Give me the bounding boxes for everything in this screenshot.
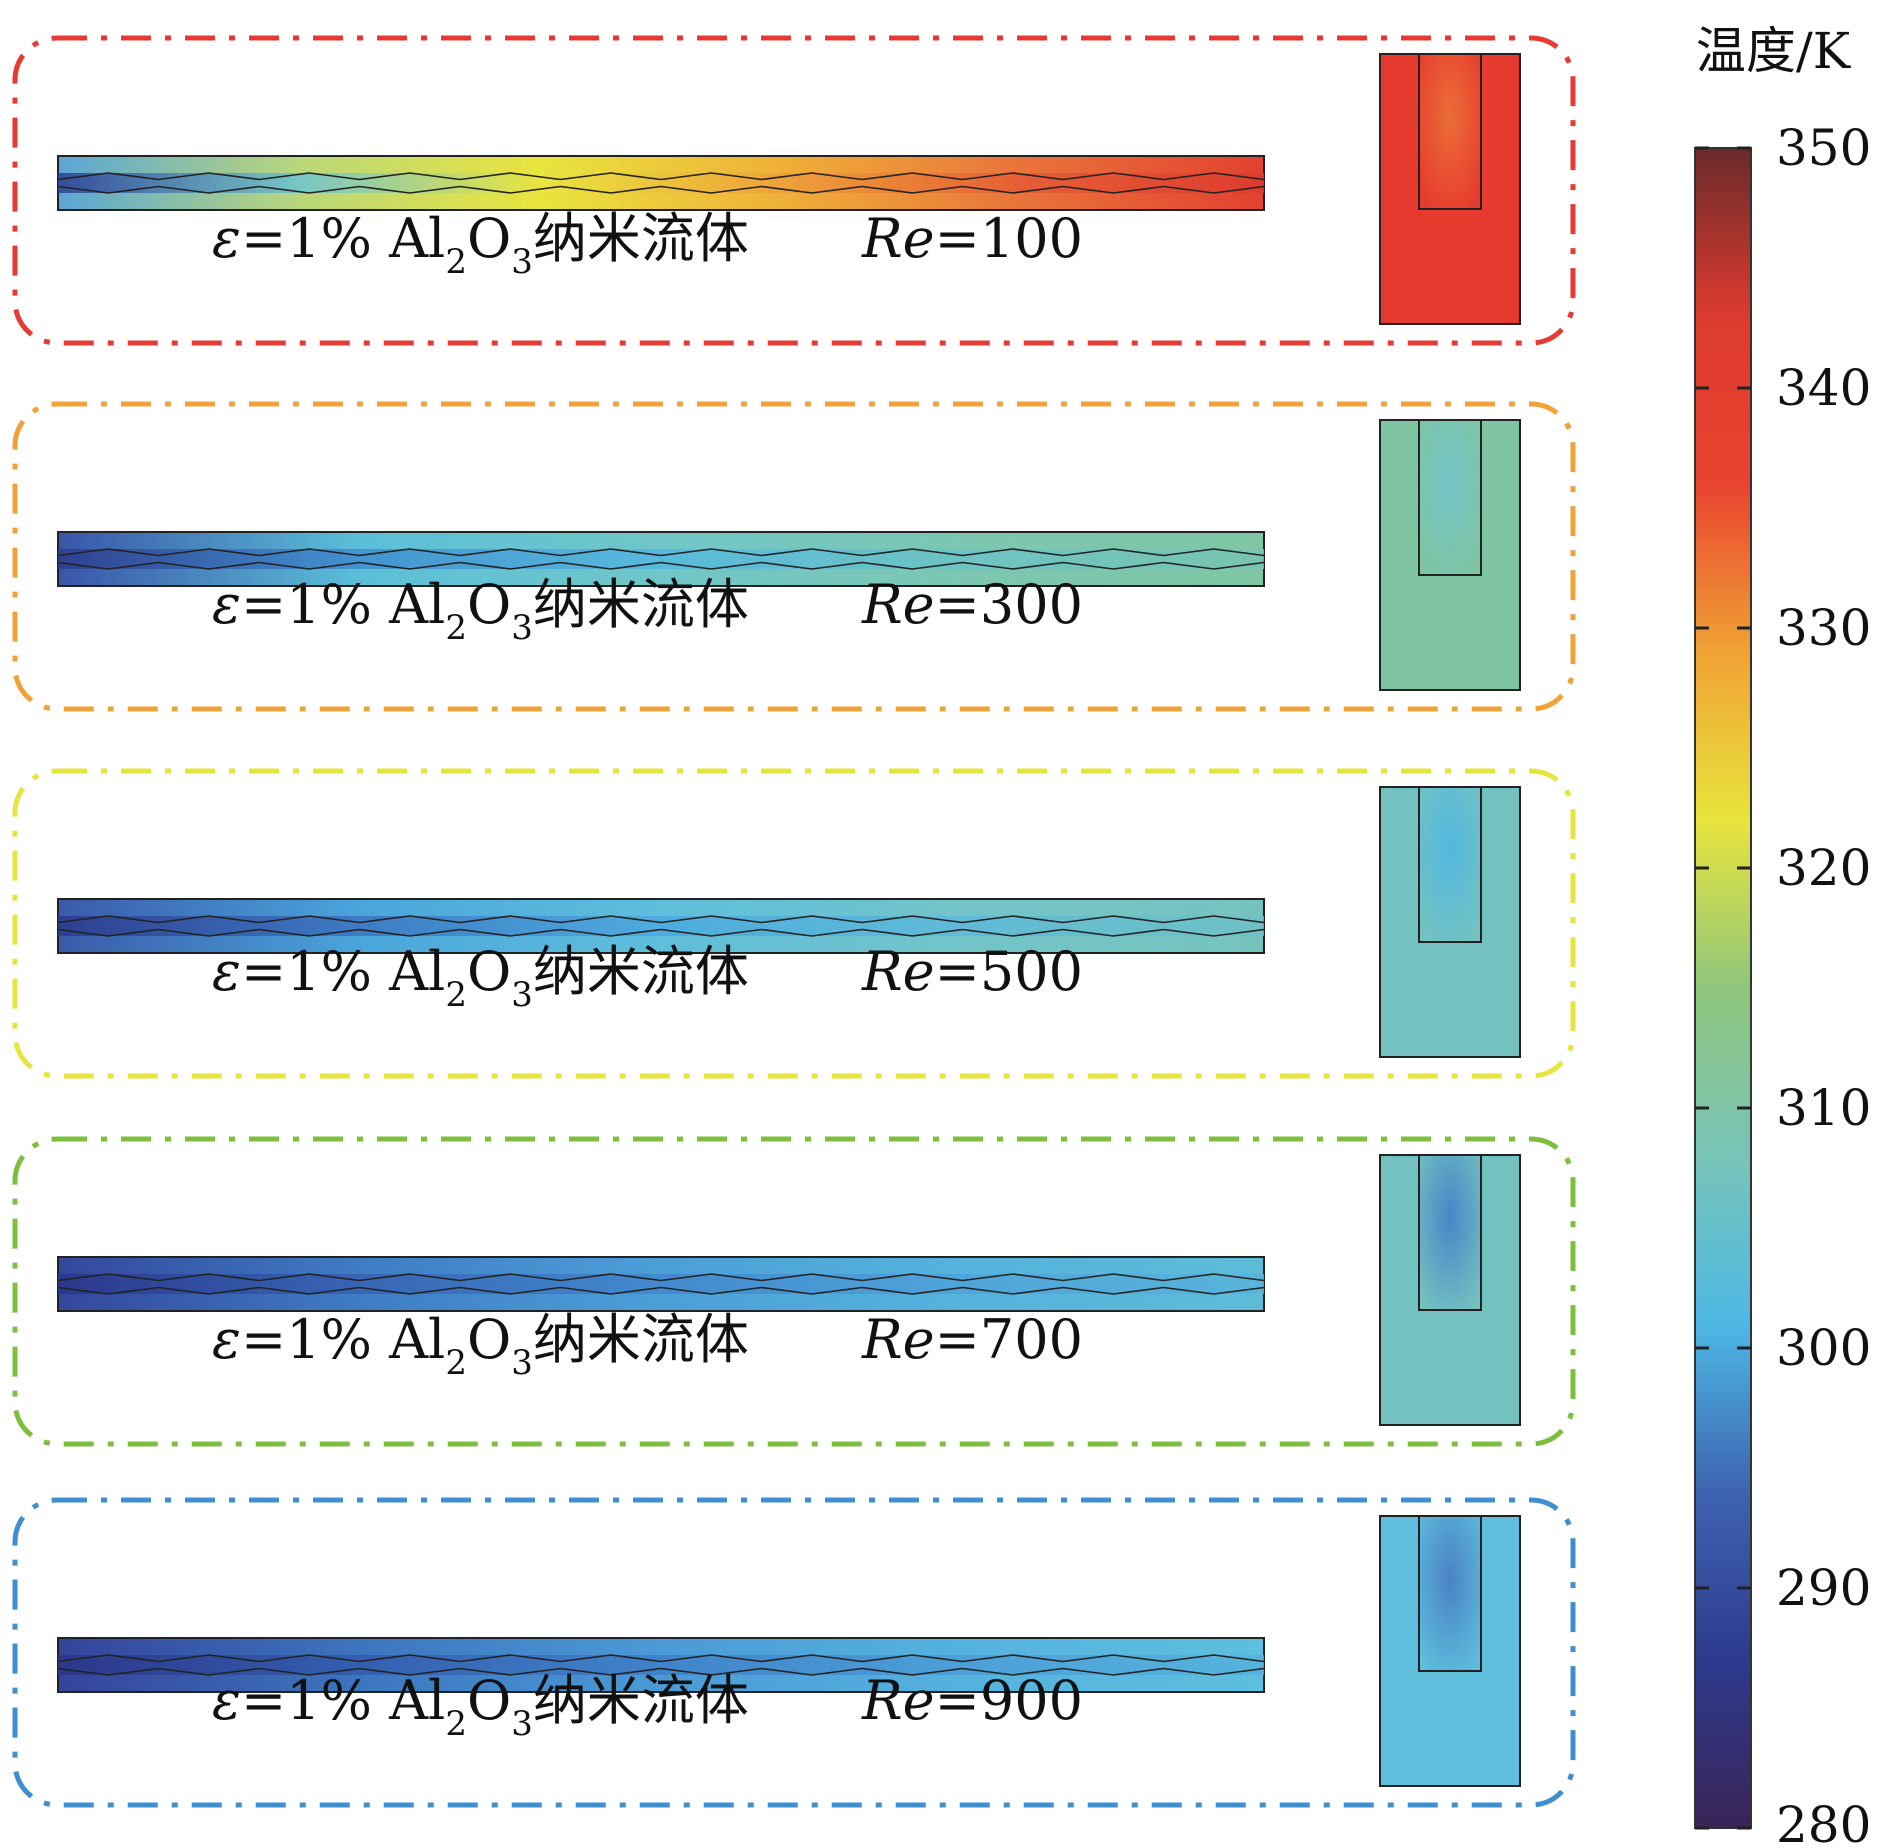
panel-re300: ε=1% Al2O3纳米流体 Re=300 [12, 401, 1576, 712]
channel-wall-upper [57, 548, 1265, 557]
case-label: ε=1% Al2O3纳米流体 [212, 1669, 749, 1744]
heatsink-channel-section [1418, 1154, 1482, 1311]
channel-wall-lower [57, 185, 1265, 194]
case-label: ε=1% Al2O3纳米流体 [212, 940, 749, 1015]
panel-frame [12, 35, 1576, 346]
channel-wall-upper [57, 172, 1265, 181]
microchannel-core-flow [58, 916, 1264, 936]
colorbar-tick-label: 300 [1776, 1319, 1871, 1377]
channel-wall-lower [57, 1667, 1265, 1676]
microchannel-core-flow [58, 173, 1264, 193]
case-label: ε=1% Al2O3纳米流体 [212, 207, 749, 282]
colorbar-ticks: 350 340 330 320 310 300 290 280 [1695, 119, 1871, 1848]
panel-frame [12, 1136, 1576, 1447]
panel-frame [12, 1497, 1576, 1808]
colorbar-tick-label: 340 [1776, 359, 1871, 417]
colorbar-gradient [1694, 147, 1752, 1829]
case-label: ε=1% Al2O3纳米流体 [212, 1308, 749, 1383]
microchannel-core-flow [58, 1655, 1264, 1675]
reynolds-label: Re=700 [861, 1308, 1083, 1371]
panel-re900: ε=1% Al2O3纳米流体 Re=900 [12, 1497, 1576, 1808]
panels: ε=1% Al2O3纳米流体 Re=100 ε=1% Al2O3纳米流体 Re=300… [12, 35, 1576, 1808]
heatsink-channel-section [1418, 786, 1482, 943]
colorbar-tick-label: 350 [1776, 119, 1871, 177]
heatsink-channel-section [1418, 419, 1482, 576]
channel-wall-upper [57, 1654, 1265, 1663]
panel-re100: ε=1% Al2O3纳米流体 Re=100 [12, 35, 1576, 346]
channel-wall-lower [57, 1286, 1265, 1295]
reynolds-label: Re=100 [861, 207, 1083, 270]
colorbar-tick-label: 330 [1776, 599, 1871, 657]
panel-frame [12, 768, 1576, 1079]
channel-wall-upper [57, 915, 1265, 924]
heatsink-channel-section [1418, 1515, 1482, 1672]
channel-wall-upper [57, 1273, 1265, 1282]
case-label: ε=1% Al2O3纳米流体 [212, 573, 749, 648]
reynolds-label: Re=300 [861, 573, 1083, 636]
colorbar-tick-label: 310 [1776, 1079, 1871, 1137]
heatsink-channel-section [1418, 53, 1482, 210]
panel-frame [12, 401, 1576, 712]
microchannel-core-flow [58, 1274, 1264, 1294]
channel-wall-lower [57, 561, 1265, 570]
panel-re500: ε=1% Al2O3纳米流体 Re=500 [12, 768, 1576, 1079]
reynolds-label: Re=500 [861, 940, 1083, 1003]
colorbar-tick-label: 290 [1776, 1559, 1871, 1617]
colorbar-tick-label: 280 [1776, 1796, 1871, 1848]
colorbar: 温度/K 350 340 330 320 310 300 290 280 [1694, 22, 1871, 1848]
reynolds-label: Re=900 [861, 1669, 1083, 1732]
colorbar-title: 温度/K [1696, 22, 1852, 80]
panel-re700: ε=1% Al2O3纳米流体 Re=700 [12, 1136, 1576, 1447]
colorbar-tick-label: 320 [1776, 839, 1871, 897]
channel-wall-lower [57, 928, 1265, 937]
microchannel-core-flow [58, 549, 1264, 569]
